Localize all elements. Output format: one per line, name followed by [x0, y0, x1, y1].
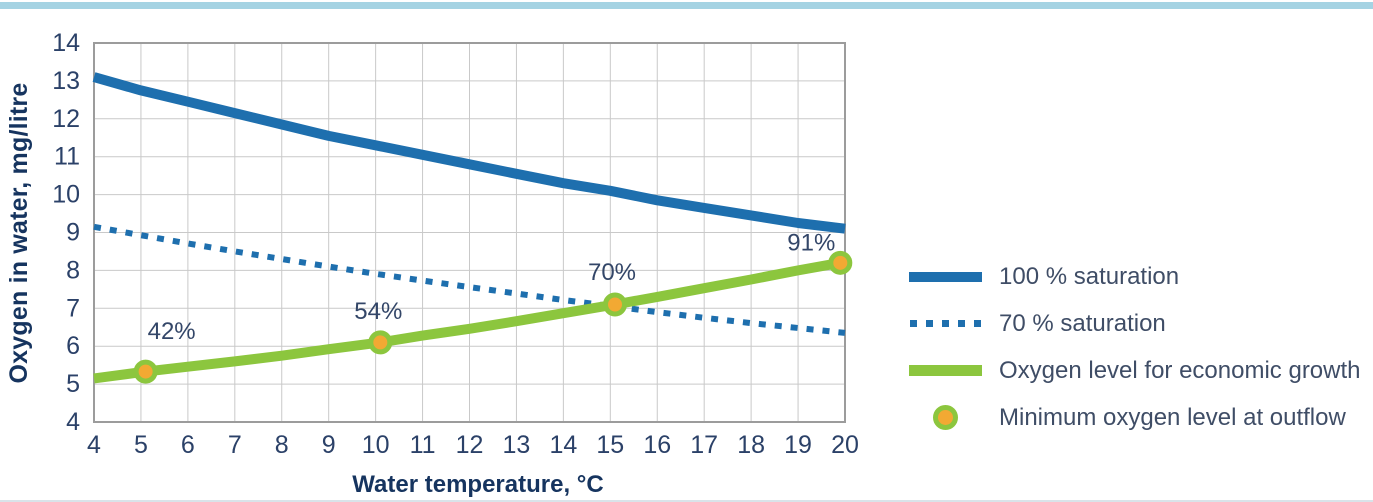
- y-tick-label: 10: [52, 181, 80, 209]
- legend-label: Minimum oxygen level at outflow: [999, 403, 1346, 431]
- series-line-0: [92, 72, 846, 234]
- legend-swatch-box: [905, 365, 985, 376]
- x-tick-label: 14: [549, 431, 577, 459]
- x-tick-label: 15: [596, 431, 624, 459]
- y-tick-label: 12: [52, 105, 80, 133]
- legend-swatch-box: [905, 271, 985, 282]
- x-tick-label: 12: [456, 431, 484, 459]
- y-tick-label: 9: [66, 219, 80, 247]
- legend-label: 100 % saturation: [999, 262, 1180, 290]
- outflow-marker: [603, 292, 628, 317]
- top-accent-bar: [0, 2, 1373, 9]
- dotted-blue-line-swatch: [909, 320, 981, 327]
- y-tick-label: 4: [66, 408, 80, 436]
- x-tick-label: 10: [362, 431, 390, 459]
- solid-green-line-swatch: [908, 365, 982, 376]
- x-tick-label: 19: [784, 431, 812, 459]
- x-tick-label: 5: [134, 431, 148, 459]
- legend-item-economic-growth: Oxygen level for economic growth: [905, 347, 1365, 394]
- legend-item-70-saturation: 70 % saturation: [905, 300, 1365, 347]
- x-tick-label: 6: [181, 431, 195, 459]
- outflow-marker-icon: [932, 405, 958, 430]
- x-tick-label: 4: [87, 431, 101, 459]
- x-tick-label: 13: [503, 431, 531, 459]
- x-tick-label: 11: [410, 431, 436, 459]
- x-tick-label: 7: [228, 431, 242, 459]
- y-tick-label: 14: [52, 29, 80, 57]
- y-tick-label: 13: [52, 67, 80, 95]
- x-tick-label: 17: [690, 431, 718, 459]
- y-tick-label: 8: [66, 256, 80, 284]
- x-tick-label: 8: [275, 431, 289, 459]
- plot-frame: [93, 42, 846, 423]
- legend-item-minimum-outflow: Minimum oxygen level at outflow: [905, 394, 1365, 441]
- series-line-2: [93, 257, 842, 384]
- marker-percent-label: 70%: [588, 259, 636, 286]
- x-tick-label: 16: [643, 431, 671, 459]
- y-axis-title: Oxygen in water, mg/litre: [5, 82, 33, 384]
- marker-percent-label: 91%: [787, 229, 835, 256]
- legend-swatch-box: [905, 405, 985, 430]
- legend-label: 70 % saturation: [999, 309, 1166, 337]
- x-tick-label: 9: [322, 431, 336, 459]
- x-tick-label: 20: [831, 431, 859, 459]
- x-tick-label: 18: [737, 431, 765, 459]
- solid-blue-line-swatch: [908, 271, 982, 282]
- x-axis-title: Water temperature, °C: [352, 471, 604, 498]
- marker-percent-label: 54%: [354, 298, 402, 325]
- legend: 100 % saturation 70 % saturation Oxygen …: [905, 253, 1365, 441]
- marker-percent-label: 42%: [148, 318, 196, 345]
- bottom-rule: [0, 500, 1373, 502]
- y-tick-label: 6: [66, 332, 80, 360]
- y-tick-label: 7: [66, 294, 80, 322]
- legend-label: Oxygen level for economic growth: [999, 356, 1361, 384]
- outflow-marker: [828, 250, 853, 275]
- legend-item-100-saturation: 100 % saturation: [905, 253, 1365, 300]
- legend-swatch-box: [905, 320, 985, 327]
- y-tick-label: 11: [54, 143, 80, 171]
- y-tick-label: 5: [66, 370, 80, 398]
- outflow-marker: [368, 330, 393, 355]
- outflow-marker: [133, 359, 158, 384]
